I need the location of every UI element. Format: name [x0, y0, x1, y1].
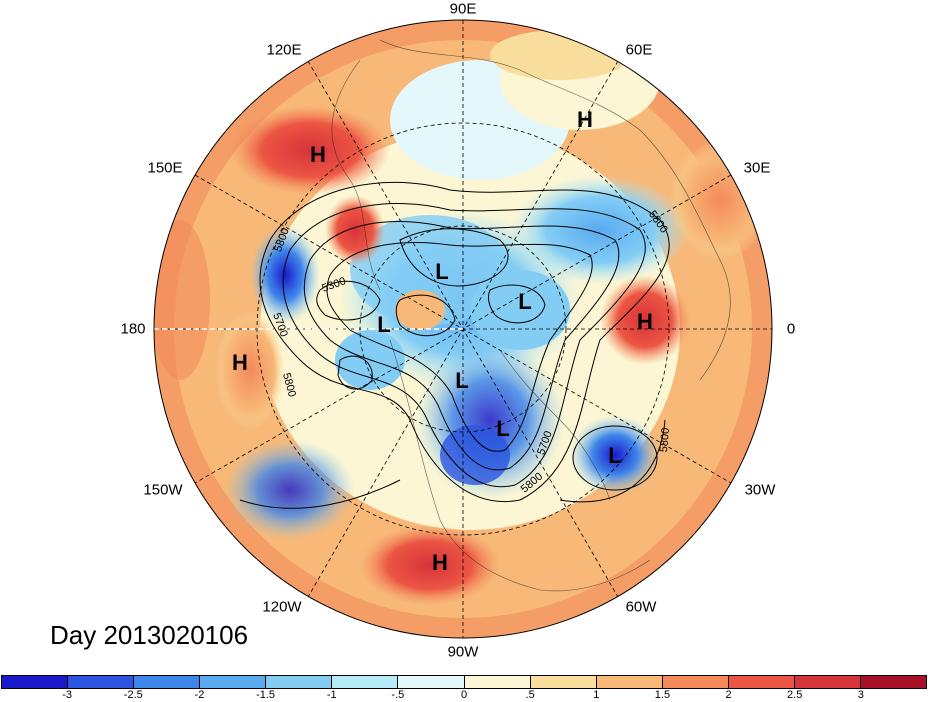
colorbar-swatch	[662, 676, 729, 688]
lon-label-30e: 30E	[743, 159, 771, 177]
colorbar-swatch	[728, 676, 795, 688]
lon-label-90w: 90W	[447, 643, 479, 661]
lon-label-150e: 150E	[147, 159, 183, 177]
low-center: L	[496, 416, 510, 441]
coastlines	[331, 39, 731, 592]
lon-label-90e: 90E	[449, 0, 477, 18]
colorbar-tick-label: .5	[525, 689, 535, 701]
lon-label-120e: 120E	[266, 41, 302, 59]
height-contours	[239, 181, 670, 509]
colorbar-tick-label: 1.5	[654, 689, 671, 701]
colorbar-tick-label: 1	[593, 689, 600, 701]
colorbar-swatch	[2, 676, 69, 688]
lon-label-120w: 120W	[262, 598, 302, 616]
low-center: L	[377, 312, 391, 337]
colorbar-tick-label: -2.5	[123, 689, 143, 701]
high-center: H	[577, 107, 593, 132]
colorbar-swatch	[332, 676, 399, 688]
lon-label-60w: 60W	[625, 598, 657, 616]
colorbar-swatch	[266, 676, 333, 688]
colorbar-swatch	[596, 676, 663, 688]
colorbar-tick-label: 3	[857, 689, 864, 701]
lon-label-60e: 60E	[625, 41, 653, 59]
high-center: H	[637, 309, 653, 334]
colorbar-swatch	[200, 676, 267, 688]
colorbar-tick-label: -2	[194, 689, 205, 701]
low-center: L	[518, 289, 532, 314]
colorbar-tick-label: 0	[460, 689, 468, 701]
colorbar-swatch	[530, 676, 597, 688]
low-center: L	[435, 259, 449, 284]
lon-label-0: 0	[786, 320, 796, 338]
lon-label-30w: 30W	[744, 481, 776, 499]
contour-label: 5800	[657, 427, 673, 453]
lon-label-150w: 150W	[143, 481, 183, 499]
colorbar-swatch	[794, 676, 862, 688]
high-center: H	[232, 350, 248, 375]
colorbar	[1, 675, 927, 689]
colorbar-swatch	[398, 676, 465, 688]
colorbar-swatch	[134, 676, 201, 688]
low-center: L	[455, 368, 469, 393]
colorbar-tick-label: -3	[62, 689, 73, 701]
colorbar-tick-label: 2.5	[787, 689, 803, 701]
colorbar-tick-label: -1.5	[256, 689, 276, 701]
colorbar-swatch	[68, 676, 135, 688]
high-center: H	[432, 550, 448, 575]
colorbar-swatch	[861, 676, 927, 688]
colorbar-swatch	[464, 676, 531, 688]
low-center: L	[608, 443, 622, 468]
colorbar-tick-label: 2	[725, 689, 732, 701]
colorbar-tick-label: -1	[326, 689, 337, 701]
high-center: H	[310, 142, 326, 167]
colorbar-tick-label: -.5	[391, 689, 405, 701]
lon-label-180: 180	[120, 320, 146, 338]
map-title: Day 2013020106	[50, 620, 249, 650]
